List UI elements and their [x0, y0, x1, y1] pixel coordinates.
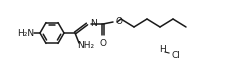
- Text: Cl: Cl: [172, 51, 181, 59]
- Text: N: N: [90, 18, 97, 28]
- Text: O: O: [99, 39, 106, 48]
- Text: H₂N: H₂N: [17, 28, 35, 37]
- Text: H: H: [160, 45, 166, 55]
- Text: O: O: [116, 16, 123, 26]
- Text: NH₂: NH₂: [77, 41, 95, 49]
